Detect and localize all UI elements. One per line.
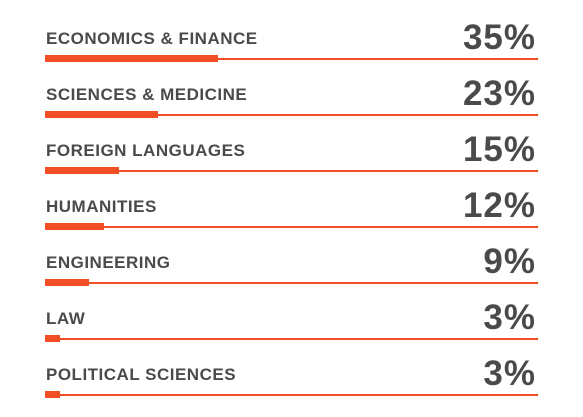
value-label: 3%	[483, 354, 536, 393]
category-label: POLITICAL SCIENCES	[46, 365, 237, 384]
value-label: 35%	[462, 18, 536, 57]
chart-row: LAW 3%	[45, 296, 538, 352]
bar-fill	[45, 55, 218, 62]
value-label: 15%	[462, 130, 536, 169]
value-label: 3%	[483, 298, 536, 337]
category-label: LAW	[46, 309, 86, 328]
chart-row: SCIENCES & MEDICINE 23%	[45, 72, 538, 128]
bar-fill	[45, 223, 104, 230]
bar-track	[45, 58, 538, 60]
chart-row: POLITICAL SCIENCES 3%	[45, 352, 538, 408]
chart-row: HUMANITIES 12%	[45, 184, 538, 240]
bar-track	[45, 170, 538, 172]
horizontal-bar-chart: ECONOMICS & FINANCE 35% SCIENCES & MEDICIN…	[45, 16, 538, 408]
bar-track	[45, 394, 538, 396]
category-label: ENGINEERING	[46, 253, 171, 272]
bar-fill	[45, 279, 89, 286]
chart-row: FOREIGN LANGUAGES 15%	[45, 128, 538, 184]
category-label: SCIENCES & MEDICINE	[46, 85, 248, 104]
category-label: ECONOMICS & FINANCE	[46, 29, 258, 48]
bar-track	[45, 282, 538, 284]
category-label: FOREIGN LANGUAGES	[46, 141, 246, 160]
bar-fill	[45, 111, 158, 118]
bar-fill	[45, 335, 60, 342]
chart-row: ENGINEERING 9%	[45, 240, 538, 296]
bar-track	[45, 226, 538, 228]
value-label: 9%	[483, 242, 536, 281]
value-label: 23%	[462, 74, 536, 113]
chart-row: ECONOMICS & FINANCE 35%	[45, 16, 538, 72]
category-label: HUMANITIES	[46, 197, 157, 216]
bar-track	[45, 338, 538, 340]
value-label: 12%	[462, 186, 536, 225]
bar-track	[45, 114, 538, 116]
bar-fill	[45, 167, 119, 174]
bar-fill	[45, 391, 60, 398]
